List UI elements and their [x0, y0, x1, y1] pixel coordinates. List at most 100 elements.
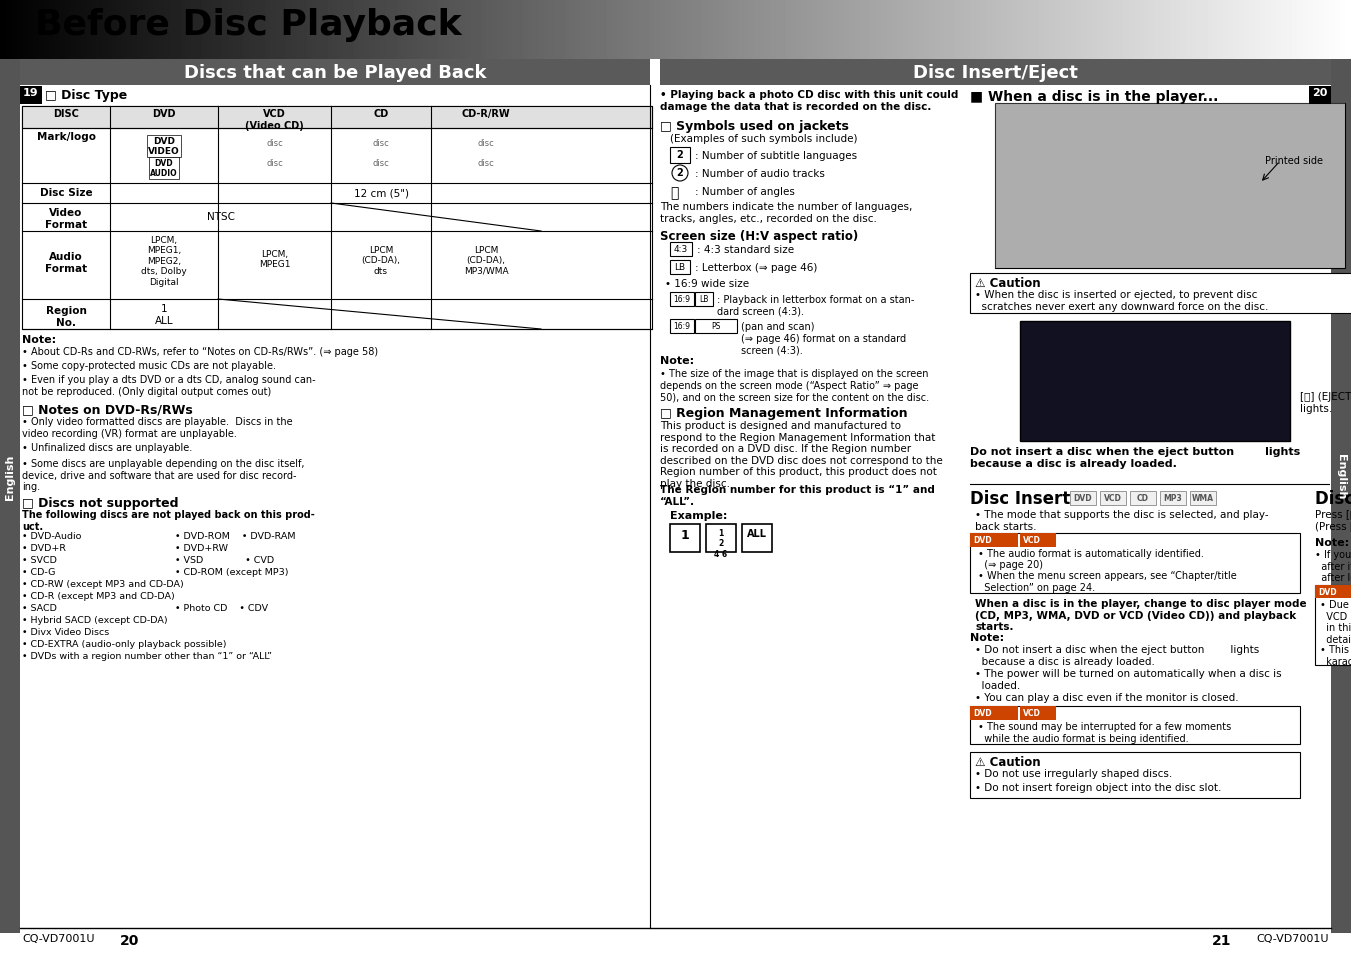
- Bar: [1070, 492, 1096, 505]
- Text: LB: LB: [674, 263, 685, 272]
- Text: NTSC: NTSC: [207, 212, 235, 222]
- Text: • Playing back a photo CD disc with this unit could
damage the data that is reco: • Playing back a photo CD disc with this…: [661, 90, 958, 112]
- Text: • When the menu screen appears, see “Chapter/title
  Selection” on page 24.: • When the menu screen appears, see “Cha…: [978, 571, 1236, 592]
- Text: (pan and scan)
(⇒ page 46) format on a standard
screen (4:3).: (pan and scan) (⇒ page 46) format on a s…: [740, 322, 907, 355]
- Bar: [1020, 534, 1056, 547]
- Text: • CD-R (except MP3 and CD-DA): • CD-R (except MP3 and CD-DA): [22, 592, 174, 600]
- Text: • DVD+R: • DVD+R: [22, 543, 66, 553]
- Text: : Playback in letterbox format on a stan-
dard screen (4:3).: : Playback in letterbox format on a stan…: [717, 294, 915, 316]
- Text: : Number of angles: : Number of angles: [694, 187, 794, 196]
- Bar: [1020, 322, 1290, 441]
- Text: Disc Insert/Eject: Disc Insert/Eject: [913, 64, 1078, 82]
- Bar: [994, 104, 1346, 269]
- Text: • DVDs with a region number other than “1” or “ALL”: • DVDs with a region number other than “…: [22, 651, 272, 660]
- Text: • About CD-Rs and CD-RWs, refer to “Notes on CD-Rs/RWs”. (⇒ page 58): • About CD-Rs and CD-RWs, refer to “Note…: [22, 347, 378, 356]
- Text: DVD
AUDIO: DVD AUDIO: [150, 159, 178, 178]
- Text: • CD-ROM (except MP3): • CD-ROM (except MP3): [176, 567, 289, 577]
- Text: Mark/logo: Mark/logo: [36, 132, 96, 142]
- Text: DVD
VIDEO: DVD VIDEO: [149, 137, 180, 156]
- Text: • The sound may be interrupted for a few moments
  while the audio format is bei: • The sound may be interrupted for a few…: [978, 721, 1231, 742]
- Bar: [1190, 492, 1216, 505]
- Bar: [1331, 60, 1351, 933]
- Text: • DVD+RW: • DVD+RW: [176, 543, 228, 553]
- Bar: [22, 107, 653, 129]
- Text: DVD: DVD: [973, 708, 992, 718]
- Text: CQ-VD7001U: CQ-VD7001U: [1256, 933, 1329, 943]
- Text: • Hybrid SACD (except CD-DA): • Hybrid SACD (except CD-DA): [22, 616, 168, 624]
- Text: ■ When a disc is in the player...: ■ When a disc is in the player...: [970, 90, 1219, 104]
- Text: Before Disc Playback: Before Disc Playback: [35, 8, 462, 42]
- Text: • Even if you play a dts DVD or a dts CD, analog sound can-
not be reproduced. (: • Even if you play a dts DVD or a dts CD…: [22, 375, 316, 396]
- Bar: [22, 107, 653, 330]
- Bar: [670, 524, 700, 553]
- Text: VCD: VCD: [1104, 494, 1121, 502]
- Text: : Number of audio tracks: : Number of audio tracks: [694, 169, 825, 179]
- Text: □ Notes on DVD-Rs/RWs: □ Notes on DVD-Rs/RWs: [22, 402, 193, 416]
- Text: ALL: ALL: [747, 529, 767, 538]
- Text: □ Symbols used on jackets: □ Symbols used on jackets: [661, 120, 848, 132]
- Text: • CD-G: • CD-G: [22, 567, 55, 577]
- Text: (Examples of such symbols include): (Examples of such symbols include): [670, 133, 858, 144]
- Bar: [694, 319, 738, 334]
- Text: LB: LB: [700, 294, 709, 304]
- Bar: [970, 706, 1300, 744]
- Bar: [1161, 492, 1186, 505]
- Text: • SVCD: • SVCD: [22, 556, 57, 564]
- Bar: [1315, 585, 1351, 598]
- Bar: [661, 60, 1331, 86]
- Text: The Region number for this product is “1” and
“ALL”.: The Region number for this product is “1…: [661, 484, 935, 506]
- Bar: [1100, 492, 1125, 505]
- Text: DVD: DVD: [1074, 494, 1093, 502]
- Text: Disc Insert: Disc Insert: [970, 490, 1070, 507]
- Text: • DVD-ROM    • DVD-RAM: • DVD-ROM • DVD-RAM: [176, 532, 296, 540]
- Text: 2: 2: [677, 168, 684, 178]
- Bar: [20, 87, 42, 105]
- Text: • Do not insert a disc when the eject button        lights
  because a disc is a: • Do not insert a disc when the eject bu…: [975, 644, 1259, 666]
- Text: ⚠ Caution: ⚠ Caution: [975, 276, 1040, 290]
- Text: • If you leave a disc in the slot for more than 30 seconds
  after its ejection,: • If you leave a disc in the slot for mo…: [1315, 550, 1351, 582]
- Text: [⏫] (EJECT)
lights.: [⏫] (EJECT) lights.: [1300, 392, 1351, 414]
- Text: 👁: 👁: [670, 186, 678, 200]
- Text: English: English: [5, 454, 15, 499]
- Text: The following discs are not played back on this prod-
uct.: The following discs are not played back …: [22, 510, 315, 531]
- Text: Disc Eject: Disc Eject: [1315, 490, 1351, 507]
- Text: English: English: [1336, 454, 1346, 499]
- Text: □ Region Management Information: □ Region Management Information: [661, 407, 908, 419]
- Bar: [1129, 492, 1156, 505]
- Bar: [20, 60, 650, 86]
- Bar: [0, 60, 20, 933]
- Text: Video
Format: Video Format: [45, 208, 86, 230]
- Text: Region
No.: Region No.: [46, 306, 86, 327]
- Text: • Some discs are unplayable depending on the disc itself,
device, drive and soft: • Some discs are unplayable depending on…: [22, 458, 304, 492]
- Text: 16:9: 16:9: [674, 322, 690, 331]
- Text: • Only video formatted discs are playable.  Discs in the
video recording (VR) fo: • Only video formatted discs are playabl…: [22, 416, 293, 438]
- Bar: [694, 293, 713, 307]
- Text: LPCM
(CD-DA),
MP3/WMA: LPCM (CD-DA), MP3/WMA: [463, 246, 508, 275]
- Text: 12 cm (5"): 12 cm (5"): [354, 188, 408, 198]
- Text: • Divx Video Discs: • Divx Video Discs: [22, 627, 109, 637]
- Text: • SACD: • SACD: [22, 603, 57, 613]
- Text: Discs that can be Played Back: Discs that can be Played Back: [184, 64, 486, 82]
- Text: MP3: MP3: [1163, 494, 1182, 502]
- Text: Screen size (H:V aspect ratio): Screen size (H:V aspect ratio): [661, 230, 858, 243]
- Text: CQ-VD7001U: CQ-VD7001U: [22, 933, 95, 943]
- Text: DISC: DISC: [53, 109, 78, 119]
- Text: Note:: Note:: [661, 355, 694, 366]
- Text: Note:: Note:: [22, 335, 57, 345]
- Bar: [742, 524, 771, 553]
- Bar: [970, 534, 1300, 594]
- Bar: [970, 706, 1019, 720]
- Text: 1
ALL: 1 ALL: [154, 304, 173, 325]
- Text: 4:3: 4:3: [674, 245, 688, 253]
- Text: • DVD-Audio: • DVD-Audio: [22, 532, 81, 540]
- Text: • The audio format is automatically identified.: • The audio format is automatically iden…: [978, 548, 1204, 558]
- Text: disc: disc: [266, 159, 282, 168]
- Text: • This unit does not support DVD and VCD (Video CD)
  karaoke functions.: • This unit does not support DVD and VCD…: [1320, 644, 1351, 666]
- Bar: [670, 319, 694, 334]
- Bar: [707, 524, 736, 553]
- Text: □ Discs not supported: □ Discs not supported: [22, 497, 178, 510]
- Text: disc: disc: [373, 159, 389, 168]
- Text: 2: 2: [677, 150, 684, 160]
- Text: ⚠ Caution: ⚠ Caution: [975, 755, 1040, 768]
- Text: DVD: DVD: [973, 536, 992, 544]
